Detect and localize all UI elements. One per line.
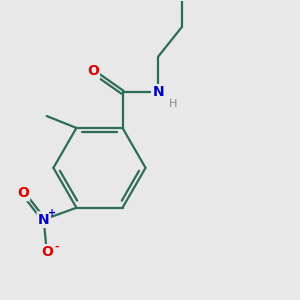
Text: N: N: [152, 85, 164, 99]
Text: O: O: [87, 64, 99, 79]
Text: O: O: [41, 245, 53, 259]
Text: O: O: [17, 186, 29, 200]
Text: +: +: [48, 208, 56, 218]
Text: H: H: [169, 99, 177, 109]
Text: N: N: [38, 213, 50, 226]
Text: -: -: [55, 242, 59, 251]
